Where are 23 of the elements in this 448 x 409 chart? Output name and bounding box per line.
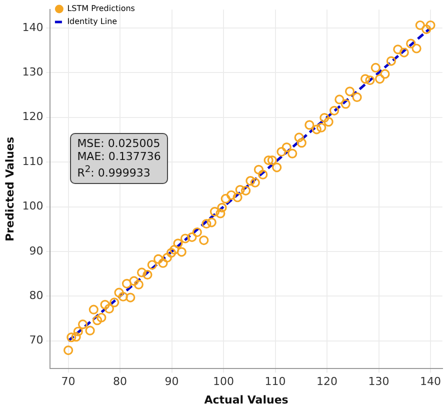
x-axis-title: Actual Values (204, 393, 289, 406)
annotation: MSE: 0.025005 (77, 136, 161, 150)
x-tick-label: 120 (316, 375, 338, 388)
y-tick-label: 110 (22, 154, 44, 168)
x-tick-label: 100 (213, 375, 234, 388)
y-tick-label: 100 (22, 200, 44, 213)
y-tick-label: 70 (29, 334, 44, 347)
y-tick-label: 130 (22, 65, 44, 78)
legend-label: LSTM Predictions (67, 4, 135, 14)
x-tick-label: 80 (113, 375, 128, 388)
x-tick-label: 110 (264, 375, 286, 388)
x-tick-label: 140 (420, 375, 441, 388)
y-tick-label: 80 (29, 289, 44, 302)
legend-label: Identity Line (67, 17, 118, 26)
annotation: R$^{2}$: 0.999933 (77, 162, 152, 180)
x-tick-label: 130 (368, 375, 390, 388)
x-tick-label: 90 (164, 375, 179, 388)
y-axis-title: Predicted Values (3, 136, 16, 242)
y-tick-label: 90 (29, 244, 44, 258)
y-tick-label: 120 (22, 110, 44, 124)
x-tick-label: 70 (61, 375, 76, 388)
y-tick-label: 140 (22, 20, 44, 34)
annotation: MAE: 0.137736 (77, 150, 161, 163)
